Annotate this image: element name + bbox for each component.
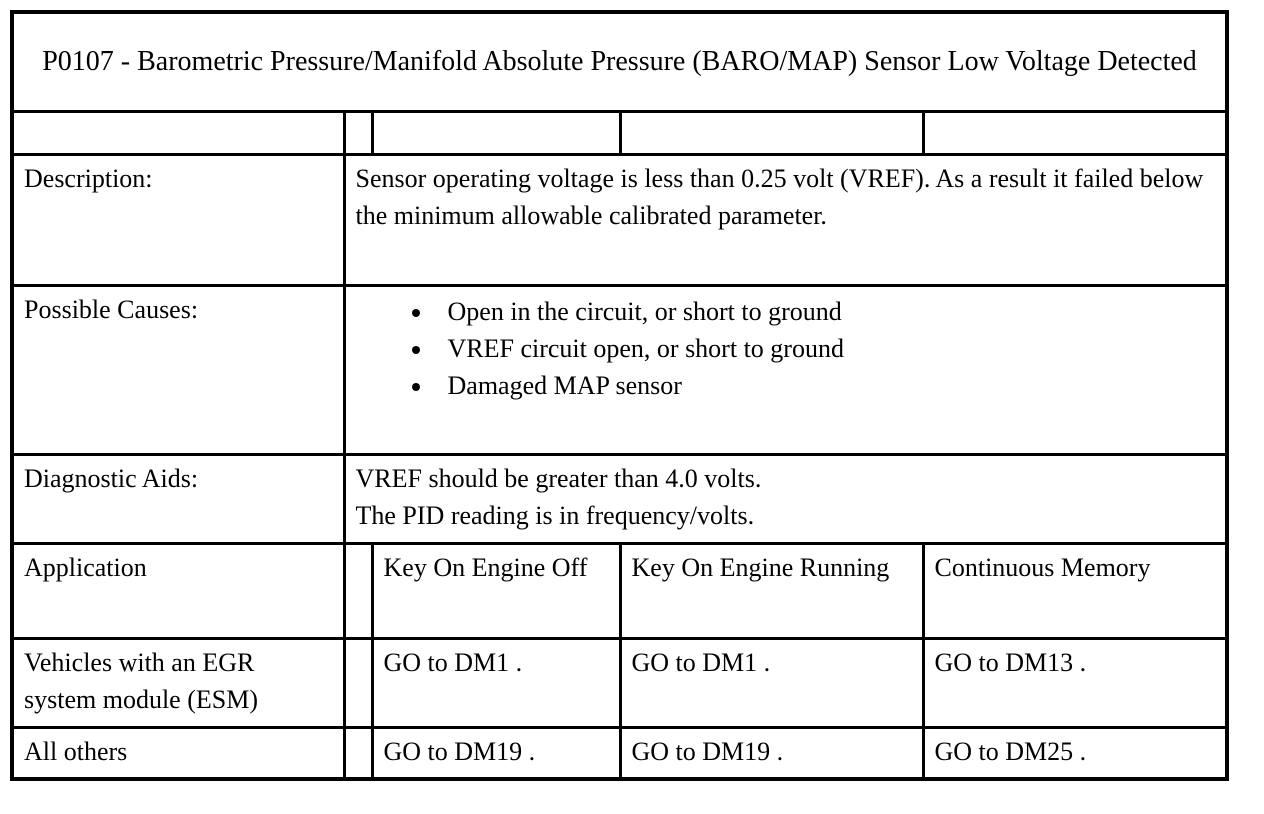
- possible-causes-row: Possible Causes: Open in the circuit, or…: [10, 284, 1229, 456]
- empty-cell: [370, 110, 622, 156]
- go-to-cell: GO to DM1 .: [618, 637, 925, 729]
- empty-cell: [342, 542, 374, 640]
- matrix-row: Vehicles with an EGR system module (ESM)…: [10, 637, 1229, 729]
- cause-item: Damaged MAP sensor: [434, 368, 1216, 405]
- key-on-engine-running-header: Key On Engine Running: [618, 542, 925, 640]
- diagnostic-aid-line: VREF should be greater than 4.0 volts.: [355, 464, 762, 493]
- go-to-cell: GO to DM19 .: [370, 726, 622, 781]
- diagnostic-aids-cell: VREF should be greater than 4.0 volts. T…: [342, 453, 1229, 545]
- cause-item: VREF circuit open, or short to ground: [434, 331, 1216, 368]
- go-to-cell: GO to DM19 .: [618, 726, 925, 781]
- empty-cell: [10, 110, 346, 156]
- diagnostic-aids-label: Diagnostic Aids:: [10, 453, 346, 545]
- go-to-cell: GO to DM25 .: [921, 726, 1229, 781]
- empty-cell: [342, 110, 374, 156]
- dtc-title: P0107 - Barometric Pressure/Manifold Abs…: [10, 10, 1229, 113]
- title-row: P0107 - Barometric Pressure/Manifold Abs…: [10, 10, 1229, 113]
- application-cell: Vehicles with an EGR system module (ESM): [10, 637, 346, 729]
- matrix-header-row: Application Key On Engine Off Key On Eng…: [10, 542, 1229, 640]
- go-to-cell: GO to DM13 .: [921, 637, 1229, 729]
- spacer-row: [10, 110, 1229, 156]
- matrix-row: All others GO to DM19 . GO to DM19 . GO …: [10, 726, 1229, 781]
- application-header: Application: [10, 542, 346, 640]
- description-text: Sensor operating voltage is less than 0.…: [342, 153, 1229, 287]
- empty-cell: [618, 110, 925, 156]
- possible-causes-label: Possible Causes:: [10, 284, 346, 456]
- diagnostic-aid-line: The PID reading is in frequency/volts.: [355, 500, 755, 530]
- empty-cell: [342, 637, 374, 729]
- diagnostic-aids-row: Diagnostic Aids: VREF should be greater …: [10, 453, 1229, 545]
- possible-causes-cell: Open in the circuit, or short to ground …: [342, 284, 1229, 456]
- go-to-cell: GO to DM1 .: [370, 637, 622, 729]
- description-row: Description: Sensor operating voltage is…: [10, 153, 1229, 287]
- key-on-engine-off-header: Key On Engine Off: [370, 542, 622, 640]
- description-label: Description:: [10, 153, 346, 287]
- empty-cell: [342, 726, 374, 781]
- cause-item: Open in the circuit, or short to ground: [434, 294, 1216, 331]
- continuous-memory-header: Continuous Memory: [921, 542, 1229, 640]
- empty-cell: [921, 110, 1229, 156]
- application-cell: All others: [10, 726, 346, 781]
- possible-causes-list: Open in the circuit, or short to ground …: [356, 294, 1216, 405]
- dtc-table: P0107 - Barometric Pressure/Manifold Abs…: [10, 10, 1230, 781]
